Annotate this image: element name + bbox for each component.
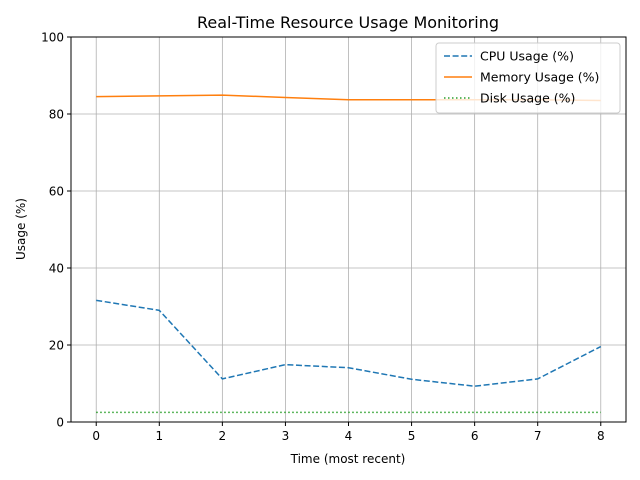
y-tick-label: 80 — [49, 108, 64, 122]
x-tick-label: 3 — [282, 429, 290, 443]
x-tick-label: 7 — [534, 429, 542, 443]
x-tick-label: 8 — [597, 429, 605, 443]
y-axis-label: Usage (%) — [14, 198, 28, 260]
y-tick-label: 0 — [56, 416, 64, 430]
y-axis-ticks: 0 20 40 60 80 100 — [41, 31, 71, 430]
x-tick-label: 6 — [471, 429, 479, 443]
x-tick-label: 1 — [155, 429, 163, 443]
y-tick-label: 40 — [49, 262, 64, 276]
legend-label-2: Memory Usage (%) — [480, 70, 599, 85]
x-tick-label: 4 — [345, 429, 353, 443]
legend: CPU Usage (%) Memory Usage (%) Disk Usage … — [435, 42, 621, 114]
x-axis-label: Time (most recent) — [290, 452, 406, 466]
chart-title: Real-Time Resource Usage Monitoring — [197, 13, 499, 32]
legend-label-3: Disk Usage (%) — [480, 91, 575, 106]
x-tick-label: 5 — [408, 429, 416, 443]
y-tick-label: 100 — [41, 31, 64, 45]
x-tick-label: 0 — [92, 429, 100, 443]
y-tick-label: 60 — [49, 185, 64, 199]
y-tick-label: 20 — [49, 339, 64, 353]
x-axis-ticks: 0 1 2 3 4 5 6 7 8 — [92, 422, 605, 443]
x-tick-label: 2 — [219, 429, 227, 443]
legend-box — [435, 42, 621, 114]
legend-label-1: CPU Usage (%) — [480, 49, 574, 64]
series-line-1 — [96, 299, 602, 387]
